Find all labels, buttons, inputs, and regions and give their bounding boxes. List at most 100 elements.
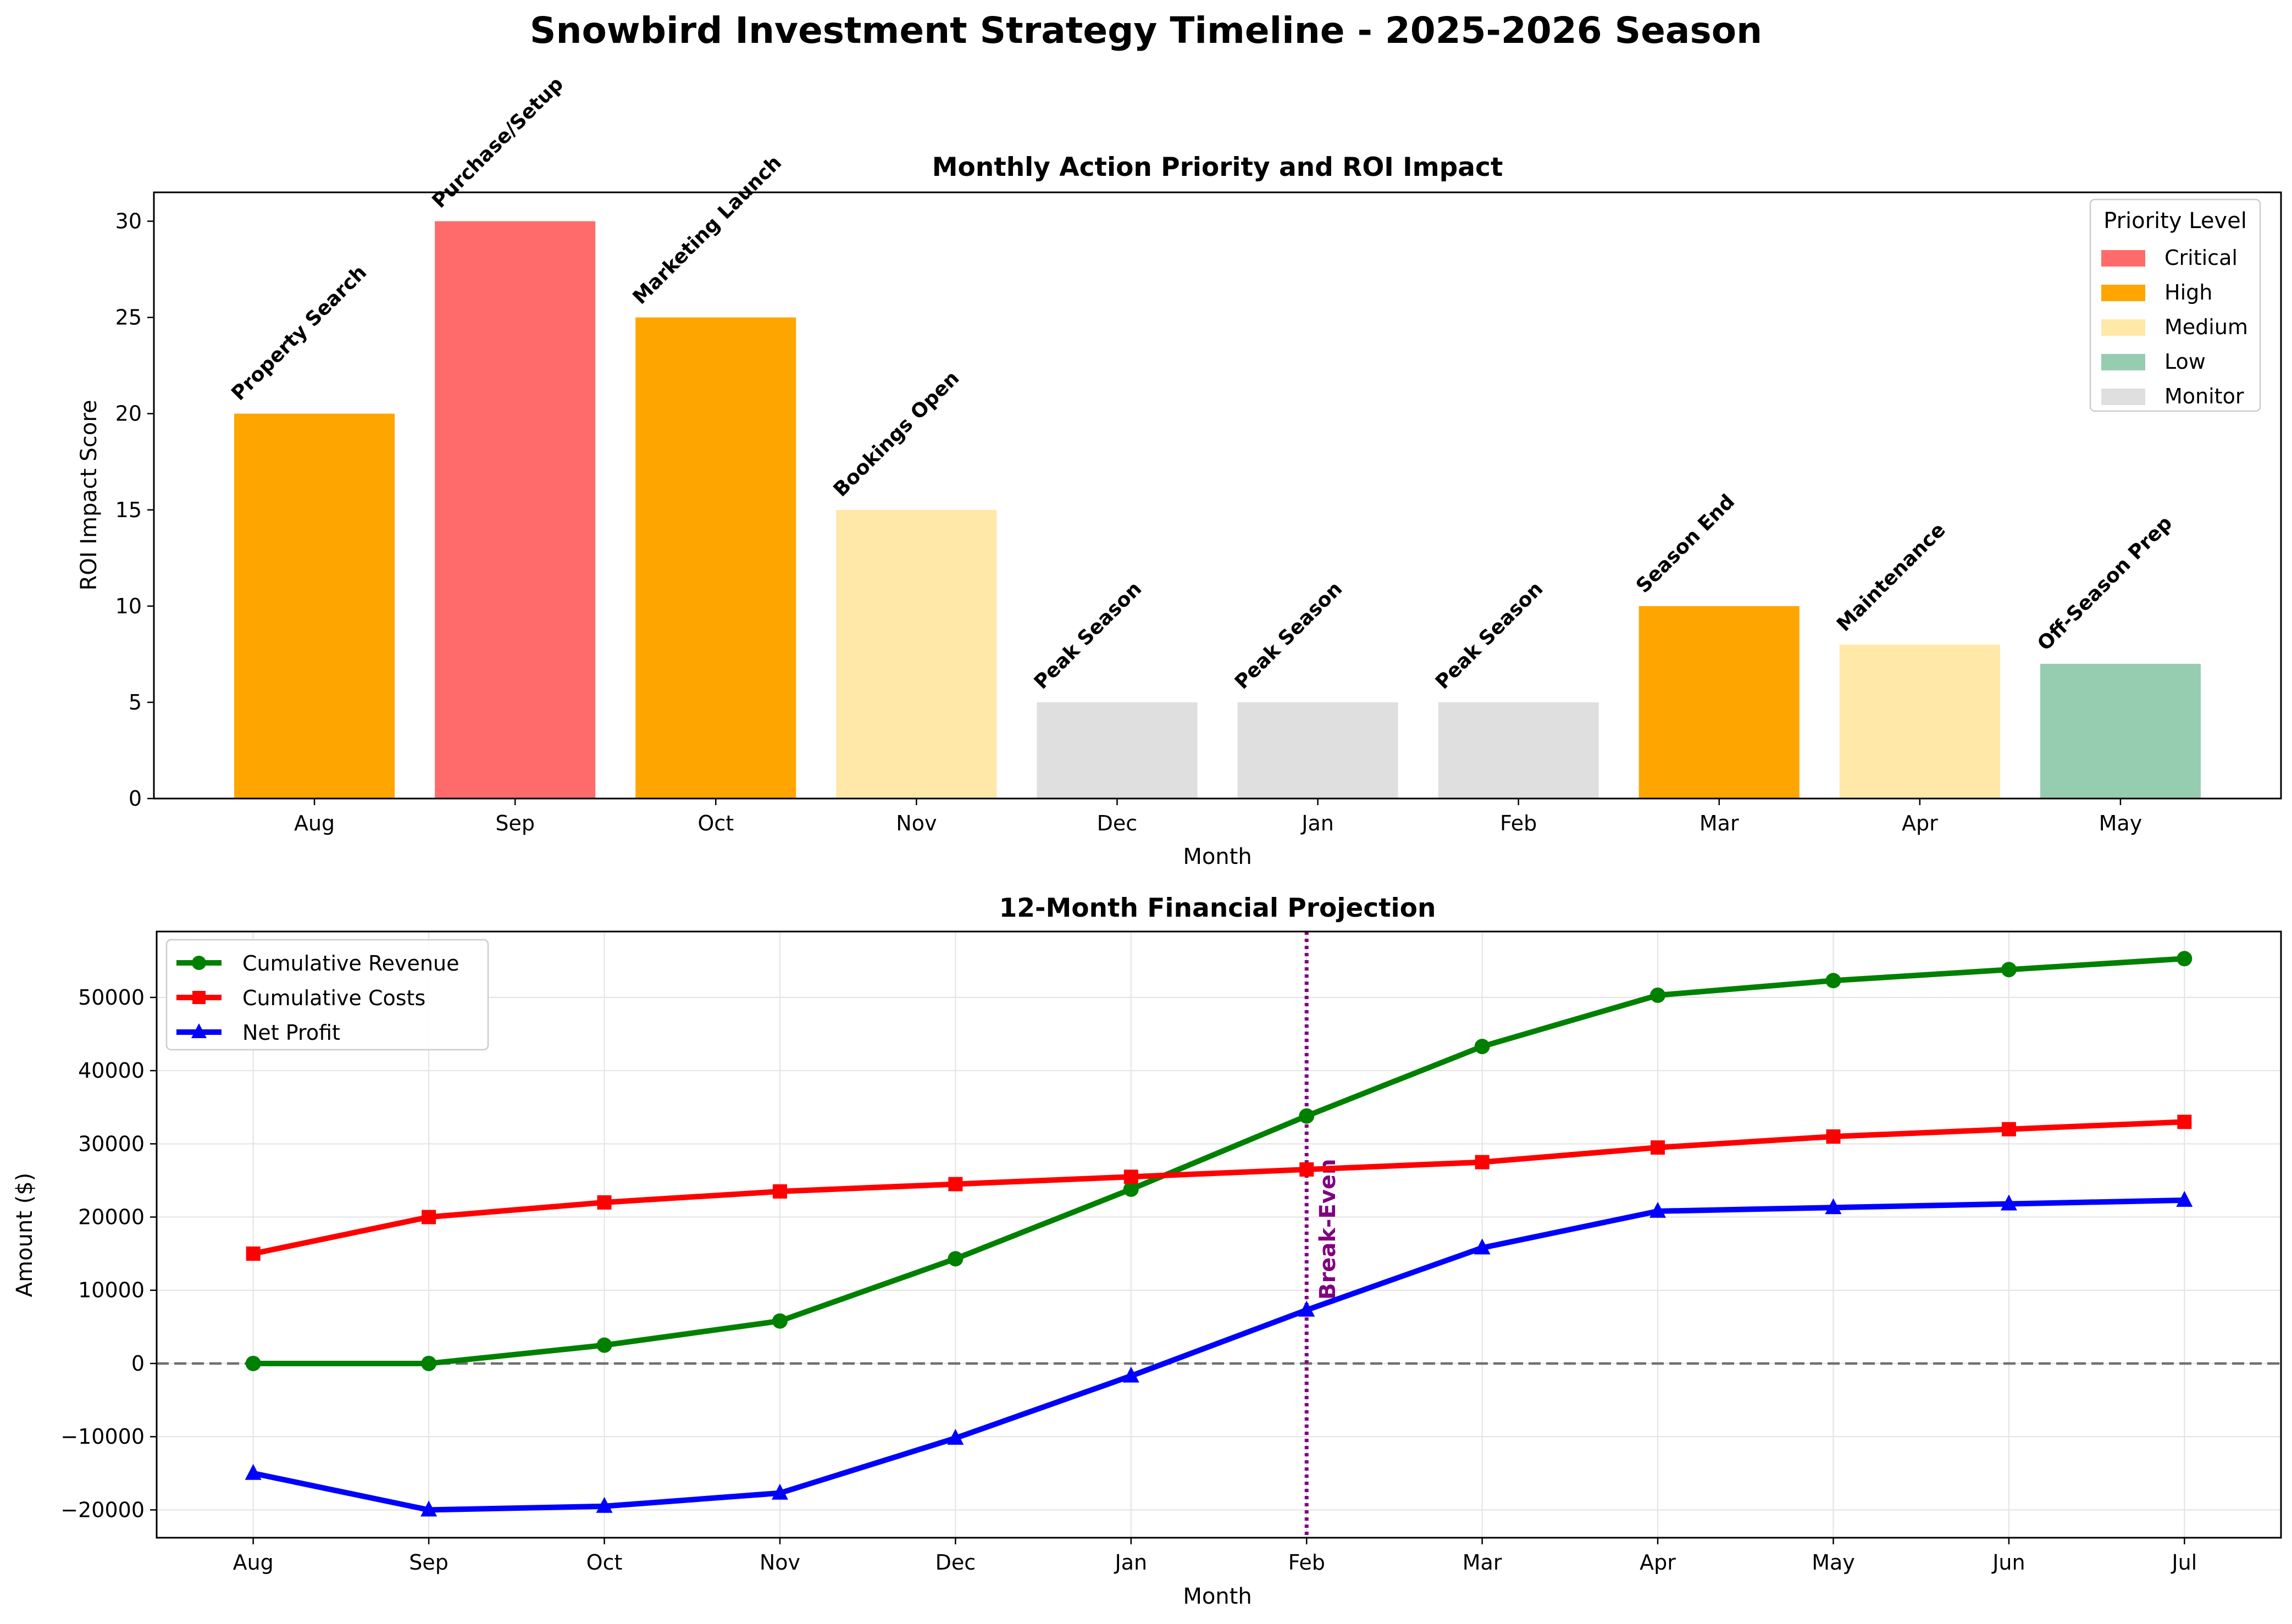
x-tick-label: Nov: [760, 1550, 800, 1575]
bar-chart-xlabel: Month: [1183, 844, 1252, 869]
point-costs: [1299, 1162, 1314, 1177]
bar-chart-ylabel: ROI Impact Score: [76, 400, 102, 591]
legend-swatch-critical: [2101, 250, 2145, 267]
bar-may: [2040, 663, 2201, 799]
series-legend: Cumulative Revenue Cumulative Costs Net Pr…: [165, 939, 489, 1051]
point-profit: [771, 1483, 788, 1500]
y-tick-label: 30: [115, 209, 142, 234]
point-costs: [1475, 1155, 1490, 1169]
x-tick-label: Aug: [294, 811, 335, 835]
bar-jan: [1237, 702, 1398, 799]
bar-aug: [234, 413, 395, 799]
point-revenue: [245, 1355, 261, 1371]
x-tick-label: Dec: [935, 1550, 976, 1575]
y-tick-label: 30000: [78, 1132, 145, 1156]
y-tick-label: 15: [115, 498, 142, 522]
bar-feb: [1438, 702, 1599, 799]
point-costs: [772, 1184, 787, 1199]
x-tick-label: Mar: [1463, 1550, 1502, 1575]
point-revenue: [948, 1251, 964, 1267]
y-tick-label: −10000: [60, 1425, 145, 1449]
legend-swatch-monitor: [2101, 389, 2145, 405]
y-tick-label: 20: [115, 402, 142, 426]
y-tick-label: 50000: [78, 985, 145, 1010]
point-costs: [422, 1210, 436, 1224]
bar-action-label: Property Search: [227, 261, 371, 405]
bar-action-label: Peak Season: [1431, 578, 1547, 694]
point-costs: [1826, 1129, 1841, 1144]
bar-dec: [1037, 702, 1198, 799]
x-tick-label: Jan: [1114, 1550, 1148, 1575]
x-tick-label: Feb: [1288, 1550, 1325, 1575]
legend-label-revenue: Cumulative Revenue: [242, 951, 459, 975]
bar-chart-title: Monthly Action Priority and ROI Impact: [932, 152, 1503, 182]
point-profit: [245, 1464, 262, 1480]
x-tick-label: Oct: [586, 1550, 623, 1575]
x-tick-label: Sep: [495, 811, 535, 835]
x-tick-label: Mar: [1699, 811, 1739, 835]
x-tick-label: Feb: [1500, 811, 1537, 835]
point-revenue: [1123, 1181, 1139, 1197]
y-tick-label: 25: [115, 306, 142, 330]
x-tick-label: May: [2099, 811, 2142, 835]
line-chart-xlabel: Month: [1183, 1584, 1252, 1609]
legend-label-critical: Critical: [2164, 246, 2238, 270]
point-profit: [2176, 1190, 2193, 1207]
y-tick-label: −20000: [60, 1498, 145, 1522]
x-tick-label: May: [1812, 1550, 1855, 1575]
legend-label-profit: Net Profit: [242, 1021, 340, 1045]
legend-marker-profit: [191, 1023, 207, 1038]
x-tick-label: Dec: [1097, 811, 1138, 835]
legend-marker-revenue: [192, 956, 206, 970]
roi-bar-chart: Monthly Action Priority and ROI Impact P…: [76, 73, 2282, 869]
x-tick-label: Oct: [697, 811, 734, 835]
x-tick-label: Jun: [1991, 1550, 2025, 1575]
x-tick-label: Apr: [1640, 1550, 1676, 1575]
legend-swatch-high: [2101, 285, 2145, 301]
bar-oct: [635, 317, 796, 799]
point-costs: [1651, 1140, 1665, 1155]
point-revenue: [596, 1337, 612, 1353]
point-profit: [947, 1428, 964, 1445]
bar-action-label: Season End: [1632, 490, 1739, 597]
legend-swatch-low: [2101, 354, 2145, 370]
legend-label-low: Low: [2164, 350, 2206, 374]
x-tick-label: Apr: [1902, 811, 1938, 835]
line-chart-frame: [156, 930, 2282, 1539]
x-tick-label: Jul: [2171, 1550, 2197, 1575]
point-revenue: [1474, 1039, 1490, 1055]
point-profit: [596, 1496, 613, 1513]
point-revenue: [421, 1355, 437, 1371]
bar-action-label: Marketing Launch: [629, 151, 787, 309]
y-tick-label: 20000: [78, 1205, 145, 1229]
point-costs: [2001, 1122, 2016, 1137]
y-tick-label: 5: [129, 690, 142, 714]
point-profit: [2000, 1194, 2017, 1211]
line-chart-title: 12-Month Financial Projection: [999, 893, 1436, 923]
point-revenue: [1825, 973, 1841, 989]
bar-nov: [836, 509, 997, 799]
bar-action-label: Peak Season: [1030, 578, 1146, 694]
y-tick-label: 10000: [78, 1278, 145, 1302]
point-revenue: [772, 1313, 788, 1329]
y-tick-label: 0: [129, 786, 142, 811]
series-line-profit: [252, 1197, 2185, 1513]
legend-box: [165, 939, 489, 1051]
legend-label-high: High: [2164, 280, 2212, 304]
bar-chart-frame: [153, 191, 2282, 800]
series-line-costs: [252, 1119, 2185, 1257]
point-costs: [597, 1195, 612, 1210]
point-revenue: [2177, 951, 2193, 967]
point-costs: [246, 1246, 261, 1261]
bar-sep: [435, 221, 596, 799]
y-tick-label: 0: [131, 1351, 145, 1376]
point-profit: [1474, 1238, 1491, 1255]
point-revenue: [1650, 987, 1666, 1003]
x-tick-label: Sep: [409, 1550, 449, 1575]
point-costs: [2177, 1115, 2192, 1129]
x-tick-label: Aug: [233, 1550, 274, 1575]
bar-action-label: Peak Season: [1231, 578, 1347, 694]
bar-action-label: Maintenance: [1833, 519, 1950, 636]
bar-action-label: Bookings Open: [829, 367, 964, 501]
